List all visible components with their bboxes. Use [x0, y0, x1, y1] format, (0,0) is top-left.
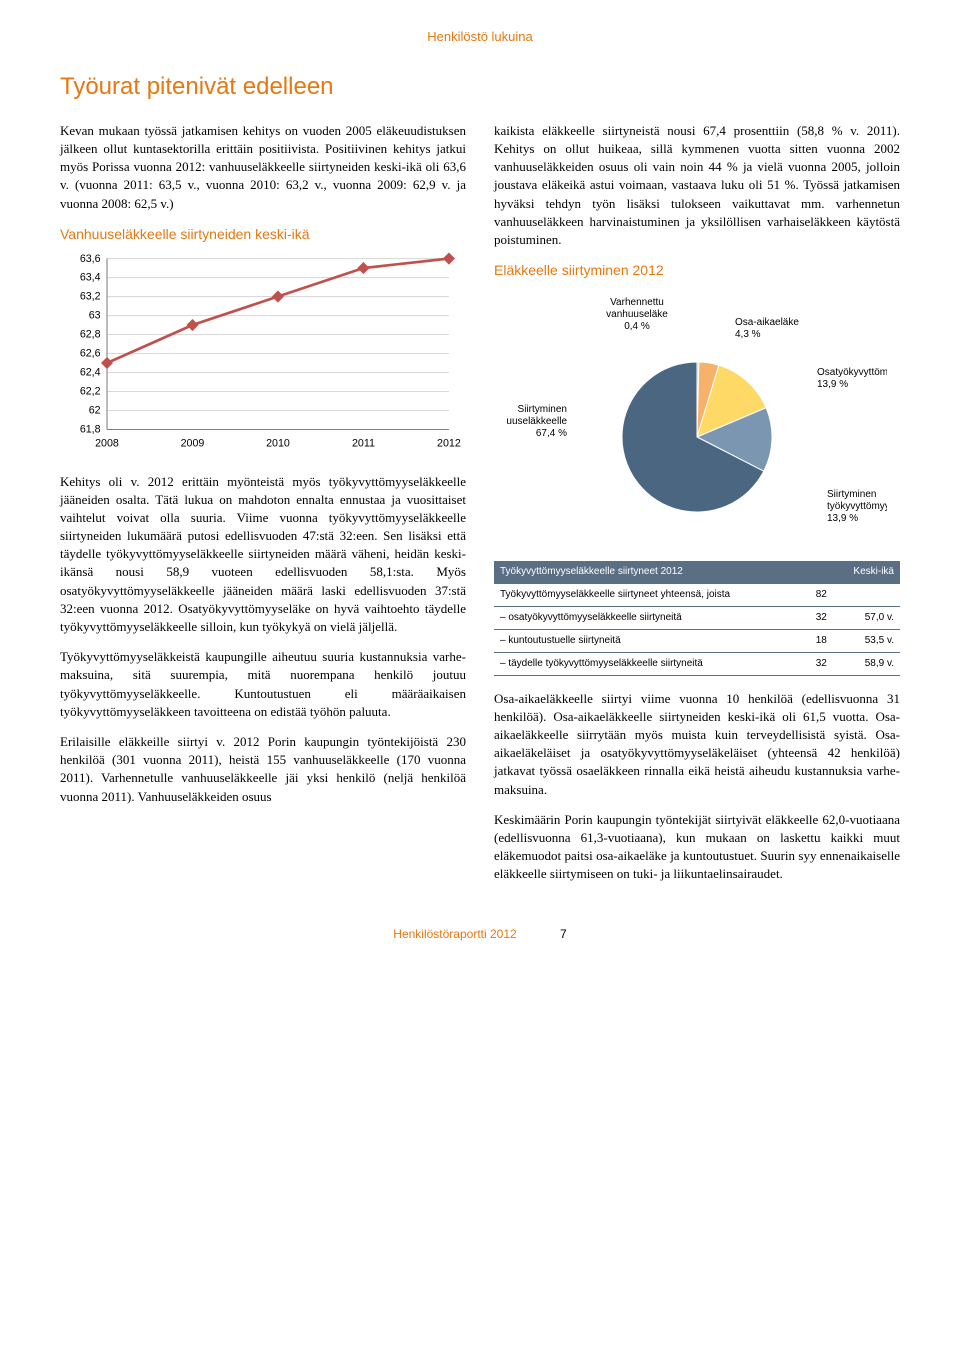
stats-table: Työkyvyttömyyseläkkeelle siirtyneet 2012…: [494, 561, 900, 676]
svg-text:Osa-aikaeläke: Osa-aikaeläke: [735, 317, 799, 328]
footer-text: Henkilöstöraportti 2012: [393, 927, 516, 941]
table-header: [803, 561, 833, 584]
svg-text:67,4 %: 67,4 %: [536, 428, 567, 439]
section-header: Henkilöstö lukuina: [60, 28, 900, 46]
table-cell: Työkyvyttömyyseläkkeelle siirtyneet yhte…: [494, 583, 803, 606]
table-cell: [833, 583, 900, 606]
svg-text:2008: 2008: [95, 438, 119, 450]
body-text: kaikista eläkkeelle siirtyneistä nousi 6…: [494, 122, 900, 249]
page-number: 7: [560, 927, 567, 941]
svg-text:13,9 %: 13,9 %: [827, 513, 858, 524]
svg-text:62,6: 62,6: [80, 348, 101, 360]
page-title: Työurat pitenivät edelleen: [60, 70, 900, 104]
svg-text:vanhuuseläke: vanhuuseläke: [606, 309, 668, 320]
svg-text:4,3 %: 4,3 %: [735, 329, 761, 340]
right-column: kaikista eläkkeelle siirtyneistä nousi 6…: [494, 122, 900, 896]
svg-text:työkyvyttömyyseläkkeelle: työkyvyttömyyseläkkeelle: [827, 501, 887, 512]
table-header: Keski-ikä: [833, 561, 900, 584]
table-cell: – osatyökyvyttömyyseläkkeelle siirtyneit…: [494, 606, 803, 629]
table-header-row: Työkyvyttömyyseläkkeelle siirtyneet 2012…: [494, 561, 900, 584]
table-cell: – täydelle työkyvyttömyyseläkkeelle siir…: [494, 652, 803, 675]
svg-text:0,4 %: 0,4 %: [624, 321, 650, 332]
svg-text:63,4: 63,4: [80, 272, 101, 284]
svg-text:Varhennettu: Varhennettu: [610, 297, 664, 308]
svg-text:62: 62: [89, 405, 101, 417]
table-row: – täydelle työkyvyttömyyseläkkeelle siir…: [494, 652, 900, 675]
svg-text:2009: 2009: [181, 438, 205, 450]
body-text: Erilaisille eläkkeille siirtyi v. 2012 P…: [60, 733, 466, 806]
pie-chart: Varhennettuvanhuuseläke0,4 % Osa-aikaeläk…: [507, 287, 887, 547]
svg-text:63,2: 63,2: [80, 291, 101, 303]
svg-text:62,8: 62,8: [80, 329, 101, 341]
svg-text:vanhuuseläkkeelle: vanhuuseläkkeelle: [507, 416, 567, 427]
svg-text:Siirtyminen: Siirtyminen: [518, 404, 567, 415]
pie-chart-title: Eläkkeelle siirtyminen 2012: [494, 261, 900, 281]
table-row: Työkyvyttömyyseläkkeelle siirtyneet yhte…: [494, 583, 900, 606]
body-text: Kehitys oli v. 2012 erittäin myönteistä …: [60, 473, 466, 637]
svg-text:13,9 %: 13,9 %: [817, 379, 848, 390]
body-text: Työkyvyttömyyseläkkeistä kaupungille aih…: [60, 648, 466, 721]
svg-text:2011: 2011: [352, 438, 375, 450]
line-chart-title: Vanhuuseläkkeelle siirtyneiden keski-ikä: [60, 225, 466, 245]
table-cell: 58,9 v.: [833, 652, 900, 675]
table-header: Työkyvyttömyyseläkkeelle siirtyneet 2012: [494, 561, 803, 584]
svg-text:Siirtyminen: Siirtyminen: [827, 489, 876, 500]
body-text: Osa-aikaeläkkeelle siirtyi viime vuonna …: [494, 690, 900, 799]
page-footer: Henkilöstöraportti 2012 7: [60, 926, 900, 943]
table-cell: 32: [803, 606, 833, 629]
svg-text:63: 63: [89, 310, 101, 322]
svg-text:63,6: 63,6: [80, 253, 101, 265]
table-cell: 53,5 v.: [833, 629, 900, 652]
table-cell: 57,0 v.: [833, 606, 900, 629]
body-text: Kevan mukaan työssä jatkamisen kehitys o…: [60, 122, 466, 213]
table-cell: 82: [803, 583, 833, 606]
svg-text:Osatyökyvyttömyyseläke: Osatyökyvyttömyyseläke: [817, 367, 887, 378]
svg-text:2012: 2012: [437, 438, 461, 450]
svg-text:2010: 2010: [266, 438, 290, 450]
table-cell: – kuntoutustuelle siirtyneitä: [494, 629, 803, 652]
svg-text:62,2: 62,2: [80, 386, 101, 398]
line-chart: 61,8 62 62,2 62,4 62,6 62,8 63 63,2 63,4 63,6 2008…: [60, 250, 466, 453]
left-column: Kevan mukaan työssä jatkamisen kehitys o…: [60, 122, 466, 896]
svg-text:62,4: 62,4: [80, 367, 101, 379]
table-cell: 32: [803, 652, 833, 675]
two-column-layout: Kevan mukaan työssä jatkamisen kehitys o…: [60, 122, 900, 896]
table-cell: 18: [803, 629, 833, 652]
table-row: – kuntoutustuelle siirtyneitä1853,5 v.: [494, 629, 900, 652]
body-text: Keskimäärin Porin kaupungin työntekijät …: [494, 811, 900, 884]
table-row: – osatyökyvyttömyyseläkkeelle siirtyneit…: [494, 606, 900, 629]
svg-text:61,8: 61,8: [80, 424, 101, 436]
